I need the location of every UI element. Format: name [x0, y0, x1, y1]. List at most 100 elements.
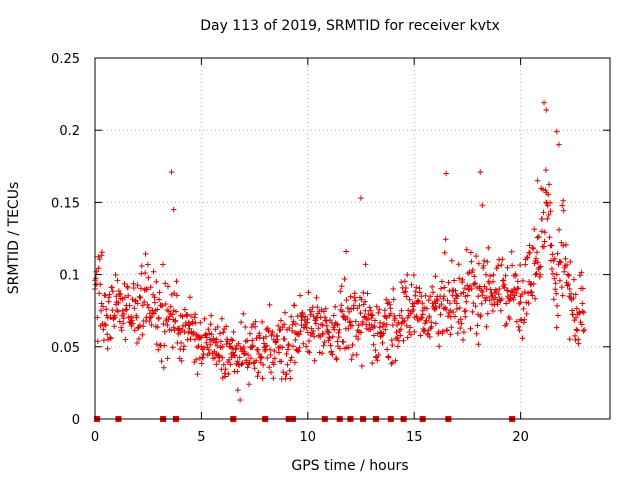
data-point [255, 347, 261, 353]
data-point [515, 278, 521, 285]
data-point [165, 316, 172, 323]
data-point [292, 337, 299, 343]
data-point [462, 293, 469, 300]
data-point [427, 293, 433, 300]
data-point [397, 332, 404, 339]
data-point [115, 300, 122, 306]
data-point [201, 316, 208, 322]
data-point [271, 348, 278, 354]
data-point [522, 289, 528, 295]
data-point [530, 246, 536, 252]
y-tick-label: 0.15 [51, 196, 80, 211]
data-point [386, 299, 392, 305]
data-point [118, 327, 125, 334]
data-point [565, 271, 571, 278]
outlier-point [477, 169, 483, 175]
data-point [114, 277, 121, 284]
data-point [557, 277, 563, 284]
data-point [499, 256, 506, 263]
data-point [106, 291, 113, 298]
data-point [394, 334, 401, 341]
data-point [291, 302, 298, 309]
data-point [154, 341, 160, 347]
data-point [336, 334, 342, 340]
data-point [387, 305, 394, 312]
data-point [156, 296, 162, 303]
data-point [457, 316, 464, 322]
data-point [289, 321, 296, 328]
data-point [578, 269, 585, 276]
data-point [454, 300, 460, 307]
data-point [382, 307, 388, 314]
data-point [470, 300, 477, 306]
x-axis-label: GPS time / hours [291, 458, 408, 474]
data-point [222, 373, 228, 380]
data-point [122, 294, 128, 301]
data-point [535, 259, 541, 266]
data-point [575, 340, 582, 347]
data-point [126, 302, 133, 309]
data-point [558, 259, 564, 265]
data-point [206, 347, 212, 353]
data-point [97, 281, 103, 288]
data-point [286, 325, 293, 331]
data-point [317, 334, 323, 340]
data-point [326, 329, 332, 336]
data-point [553, 290, 559, 297]
data-point [483, 272, 489, 278]
data-point [411, 272, 417, 278]
data-point [191, 329, 197, 336]
data-point [463, 246, 470, 253]
data-point [374, 357, 381, 364]
data-point [132, 297, 139, 304]
data-point [564, 262, 570, 268]
data-point [502, 273, 509, 279]
data-point [371, 332, 377, 339]
data-point [541, 243, 547, 250]
data-point [128, 315, 134, 321]
data-point [542, 229, 548, 235]
data-point [223, 323, 229, 330]
x-tick-label: 0 [91, 430, 99, 445]
data-point [334, 322, 341, 328]
y-tick-label: 0 [72, 413, 80, 428]
data-point [281, 321, 287, 328]
data-point [485, 245, 492, 251]
data-point [139, 332, 146, 338]
data-point [456, 275, 462, 282]
data-point [490, 308, 496, 314]
data-point [332, 304, 338, 310]
data-point [360, 319, 366, 325]
data-point [203, 331, 209, 337]
data-point [426, 315, 432, 321]
data-point [246, 381, 252, 388]
data-point [347, 293, 354, 300]
data-point [457, 325, 463, 331]
data-point [113, 293, 120, 300]
data-point [142, 251, 149, 257]
data-point [476, 260, 482, 267]
data-point [495, 263, 501, 269]
data-point [547, 208, 554, 214]
data-point [96, 256, 103, 262]
data-point [160, 261, 166, 268]
data-point [134, 340, 140, 346]
data-point [198, 360, 205, 367]
data-point [358, 296, 365, 303]
data-point [527, 250, 533, 256]
data-point [154, 306, 161, 313]
data-point [484, 259, 491, 265]
data-point [367, 304, 373, 311]
data-point [443, 306, 449, 313]
data-point [112, 314, 118, 321]
data-point [401, 318, 408, 324]
data-point [463, 298, 470, 305]
data-point [403, 285, 409, 291]
data-point [200, 351, 207, 357]
data-point [95, 338, 101, 344]
data-point [555, 312, 561, 319]
data-point [362, 307, 369, 314]
data-point [108, 335, 114, 342]
data-point [471, 273, 477, 280]
data-point [419, 307, 426, 314]
